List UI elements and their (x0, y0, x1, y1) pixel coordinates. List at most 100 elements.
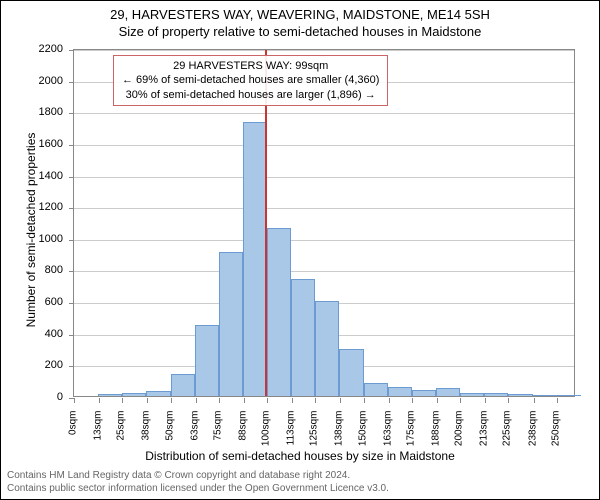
annotation-box: 29 HARVESTERS WAY: 99sqm← 69% of semi-de… (113, 55, 388, 106)
histogram-bar (267, 228, 291, 396)
histogram-bar (436, 388, 460, 396)
x-tick-mark (460, 398, 461, 403)
x-tick-label: 200sqm (454, 411, 465, 461)
histogram-bar (98, 394, 122, 396)
y-tick-label: 1000 (23, 233, 63, 245)
histogram-bar (557, 395, 581, 396)
y-tick-mark (69, 303, 74, 304)
y-tick-mark (69, 271, 74, 272)
footer-attribution: Contains HM Land Registry data © Crown c… (7, 469, 389, 495)
histogram-bar (195, 325, 219, 396)
x-tick-mark (315, 398, 316, 403)
histogram-bar (533, 395, 557, 396)
x-tick-mark (196, 398, 197, 403)
y-tick-label: 600 (23, 296, 63, 308)
histogram-bar (339, 349, 363, 396)
x-tick-mark (147, 398, 148, 403)
x-tick-mark (534, 398, 535, 403)
x-tick-mark (389, 398, 390, 403)
histogram-bar (412, 390, 436, 396)
x-tick-label: 150sqm (357, 411, 368, 461)
x-tick-label: 138sqm (334, 411, 345, 461)
x-tick-label: 75sqm (212, 411, 223, 461)
x-tick-mark (219, 398, 220, 403)
x-tick-mark (99, 398, 100, 403)
histogram-bar (460, 393, 484, 396)
histogram-bar (171, 374, 195, 396)
x-tick-mark (74, 398, 75, 403)
x-tick-mark (267, 398, 268, 403)
x-tick-mark (412, 398, 413, 403)
y-tick-label: 2200 (23, 43, 63, 55)
x-tick-label: 125sqm (309, 411, 320, 461)
grid-line-h (74, 208, 574, 209)
x-tick-mark (244, 398, 245, 403)
x-tick-label: 188sqm (430, 411, 441, 461)
histogram-bar (219, 252, 243, 396)
x-tick-mark (508, 398, 509, 403)
x-tick-mark (171, 398, 172, 403)
annotation-line3: 30% of semi-detached houses are larger (… (122, 88, 379, 102)
y-tick-label: 1800 (23, 106, 63, 118)
grid-line-h (74, 50, 574, 51)
y-tick-mark (69, 177, 74, 178)
x-tick-mark (485, 398, 486, 403)
grid-line-h (74, 177, 574, 178)
grid-line-h (74, 113, 574, 114)
x-tick-mark (340, 398, 341, 403)
y-tick-mark (69, 113, 74, 114)
y-tick-mark (69, 82, 74, 83)
histogram-bar (364, 383, 388, 396)
histogram-bar (243, 122, 267, 396)
x-tick-label: 163sqm (382, 411, 393, 461)
chart-container: 29, HARVESTERS WAY, WEAVERING, MAIDSTONE… (0, 0, 600, 500)
y-tick-label: 1600 (23, 138, 63, 150)
x-tick-label: 238sqm (527, 411, 538, 461)
histogram-bar (315, 301, 339, 396)
y-tick-mark (69, 50, 74, 51)
x-tick-mark (557, 398, 558, 403)
chart-title-sub: Size of property relative to semi-detach… (1, 22, 599, 39)
x-tick-label: 50sqm (164, 411, 175, 461)
histogram-bar (508, 394, 532, 396)
grid-line-h (74, 271, 574, 272)
footer-line2: Contains public sector information licen… (7, 482, 389, 495)
grid-line-h (74, 145, 574, 146)
footer-line1: Contains HM Land Registry data © Crown c… (7, 469, 389, 482)
x-tick-label: 13sqm (93, 411, 104, 461)
x-tick-mark (292, 398, 293, 403)
y-tick-mark (69, 335, 74, 336)
x-tick-label: 38sqm (141, 411, 152, 461)
x-tick-label: 88sqm (237, 411, 248, 461)
annotation-line1: 29 HARVESTERS WAY: 99sqm (122, 59, 379, 73)
x-tick-label: 25sqm (116, 411, 127, 461)
y-tick-label: 1400 (23, 170, 63, 182)
y-tick-mark (69, 145, 74, 146)
annotation-line2: ← 69% of semi-detached houses are smalle… (122, 73, 379, 87)
x-tick-mark (437, 398, 438, 403)
x-tick-label: 213sqm (479, 411, 490, 461)
x-tick-label: 250sqm (550, 411, 561, 461)
histogram-bar (291, 279, 315, 396)
x-tick-mark (122, 398, 123, 403)
x-tick-label: 113sqm (286, 411, 297, 461)
y-tick-label: 200 (23, 359, 63, 371)
histogram-bar (484, 393, 508, 396)
y-tick-mark (69, 366, 74, 367)
y-tick-label: 800 (23, 264, 63, 276)
y-tick-mark (69, 240, 74, 241)
y-tick-label: 0 (23, 391, 63, 403)
y-tick-label: 1200 (23, 201, 63, 213)
y-tick-label: 2000 (23, 75, 63, 87)
y-tick-label: 400 (23, 328, 63, 340)
histogram-bar (122, 393, 146, 396)
x-tick-label: 225sqm (502, 411, 513, 461)
x-tick-label: 175sqm (405, 411, 416, 461)
x-tick-mark (364, 398, 365, 403)
grid-line-h (74, 240, 574, 241)
chart-title-main: 29, HARVESTERS WAY, WEAVERING, MAIDSTONE… (1, 1, 599, 22)
y-tick-mark (69, 208, 74, 209)
histogram-bar (388, 387, 412, 396)
x-tick-label: 63sqm (189, 411, 200, 461)
x-tick-label: 0sqm (68, 411, 79, 461)
